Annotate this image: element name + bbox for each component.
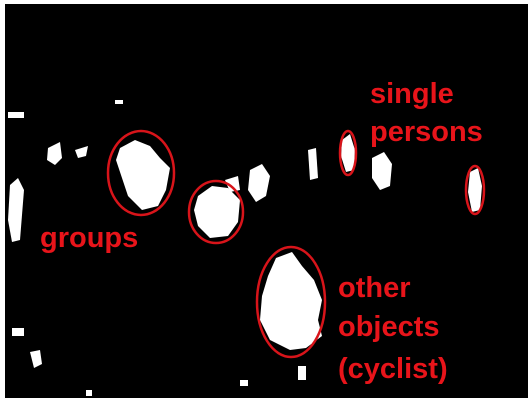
blob	[298, 366, 306, 380]
blob	[8, 112, 24, 118]
blob	[12, 328, 24, 336]
figure: single persons groups other objects (cyc…	[0, 0, 531, 401]
label: (cyclist)	[338, 353, 448, 385]
label: objects	[338, 311, 440, 343]
blob	[86, 390, 92, 396]
blob	[240, 380, 248, 386]
label: single	[370, 78, 454, 110]
label: persons	[370, 116, 483, 148]
label: other	[338, 272, 411, 304]
label: groups	[40, 222, 138, 254]
page: {"annotations": [ {"lines": ["single", "…	[0, 0, 531, 401]
blob	[115, 100, 123, 104]
